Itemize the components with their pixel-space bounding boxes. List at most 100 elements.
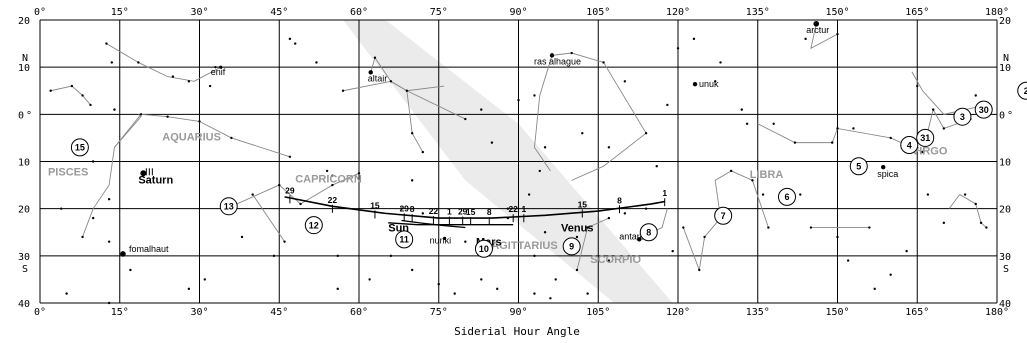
minor-star <box>575 268 579 272</box>
minor-star <box>889 273 892 276</box>
minor-star <box>278 183 281 187</box>
day-label: 15 <box>370 200 380 210</box>
named-star <box>881 164 886 170</box>
y-tick-suffix-right: N <box>1003 53 1009 64</box>
minor-star <box>81 94 84 97</box>
named-star <box>813 20 820 27</box>
constellation-line <box>533 55 553 172</box>
constellation-label: PISCES <box>48 167 88 179</box>
y-tick-label-left: 20 <box>18 205 30 216</box>
minor-star <box>110 61 113 64</box>
minor-star <box>400 207 403 210</box>
minor-star <box>373 56 377 59</box>
minor-star <box>554 278 557 281</box>
minor-star <box>230 136 233 140</box>
named-star <box>368 70 373 75</box>
y-tick-suffix-right: S <box>1003 264 1009 275</box>
constellation-line <box>551 52 647 181</box>
y-tick-label-right: 30 <box>999 252 1011 263</box>
minor-star <box>586 226 589 229</box>
minor-star <box>107 240 111 243</box>
minor-star <box>799 193 802 196</box>
saturn-dot <box>140 170 147 177</box>
minor-star <box>496 287 499 291</box>
x-tick-label-bottom: 150° <box>825 307 849 318</box>
week-marker-circle <box>974 100 993 119</box>
minor-star <box>506 207 510 210</box>
x-tick-label-top: 75° <box>430 7 448 18</box>
minor-star <box>389 254 393 258</box>
day-label: 29 <box>399 203 409 213</box>
star-label: nunki <box>430 235 452 245</box>
week-marker-label: 4 <box>907 140 912 150</box>
x-tick-label-top: 165° <box>905 7 929 18</box>
minor-star <box>543 231 547 234</box>
day-label: 22 <box>429 206 439 216</box>
x-tick-label-top: 15° <box>111 7 129 18</box>
y-tick-label-left: 20 <box>18 16 30 27</box>
minor-star <box>714 80 717 83</box>
minor-star <box>464 117 467 121</box>
minor-star <box>644 207 648 210</box>
x-tick-label-bottom: 105° <box>586 307 610 318</box>
minor-star <box>926 193 930 196</box>
planet-path <box>284 196 665 219</box>
minor-star <box>916 84 919 88</box>
day-label: 29 <box>458 207 468 217</box>
minor-star <box>905 249 908 253</box>
minor-star <box>942 127 946 130</box>
minor-star <box>793 141 797 144</box>
minor-star <box>575 235 579 239</box>
minor-star <box>729 169 733 173</box>
minor-star <box>623 80 627 83</box>
minor-star <box>203 278 207 281</box>
day-label: 1 <box>662 188 667 198</box>
minor-star <box>240 235 244 239</box>
x-axis-title: Siderial Hour Angle <box>454 325 580 338</box>
constellation-label: SAGITTARIUS <box>484 240 558 252</box>
minor-star <box>836 32 839 36</box>
minor-star <box>81 235 84 239</box>
named-star <box>219 65 223 69</box>
y-tick-label-left: 30 <box>18 252 30 263</box>
y-tick-label-left: 40 <box>18 299 30 310</box>
x-tick-label-bottom: 15° <box>111 307 129 318</box>
minor-star <box>751 179 754 182</box>
x-tick-label-top: 45° <box>270 7 288 18</box>
minor-star <box>692 37 696 41</box>
minor-star <box>543 146 547 149</box>
constellation-label: VIRGO <box>912 145 948 157</box>
minor-star <box>830 141 834 144</box>
minor-star <box>357 172 361 175</box>
planet-label: Saturn <box>138 174 173 186</box>
minor-star <box>852 127 855 130</box>
minor-star <box>49 89 52 92</box>
week-marker-label: 2 <box>1024 86 1027 96</box>
constellation-line <box>810 23 838 50</box>
minor-star <box>570 51 573 55</box>
y-tick-label-right: 20 <box>999 16 1011 27</box>
minor-star <box>517 98 520 102</box>
star-label: antares <box>619 231 650 241</box>
minor-star <box>331 183 334 187</box>
y-tick-label-right: 40 <box>999 299 1011 310</box>
minor-star <box>113 108 116 111</box>
minor-star <box>671 249 674 253</box>
minor-star <box>538 169 541 173</box>
minor-star <box>666 103 669 107</box>
minor-star <box>761 193 765 196</box>
minor-star <box>549 297 552 300</box>
constellation-line <box>114 114 142 148</box>
week-marker-label: 5 <box>856 162 861 172</box>
planet-path <box>388 222 514 226</box>
week-marker-label: 3 <box>960 112 965 122</box>
x-tick-label-top: 180° <box>985 7 1009 18</box>
minor-star <box>288 37 292 41</box>
week-marker-circle <box>474 239 493 258</box>
minor-star <box>586 292 589 295</box>
week-marker-circle <box>849 157 868 176</box>
week-marker-circle <box>219 197 238 216</box>
minor-star <box>198 120 201 123</box>
constellation-labels: AQUARIUS PISCES CAPRICORN SAGITTARIUS SCORPI… <box>48 131 948 266</box>
x-tick-label-bottom: 180° <box>985 307 1009 318</box>
